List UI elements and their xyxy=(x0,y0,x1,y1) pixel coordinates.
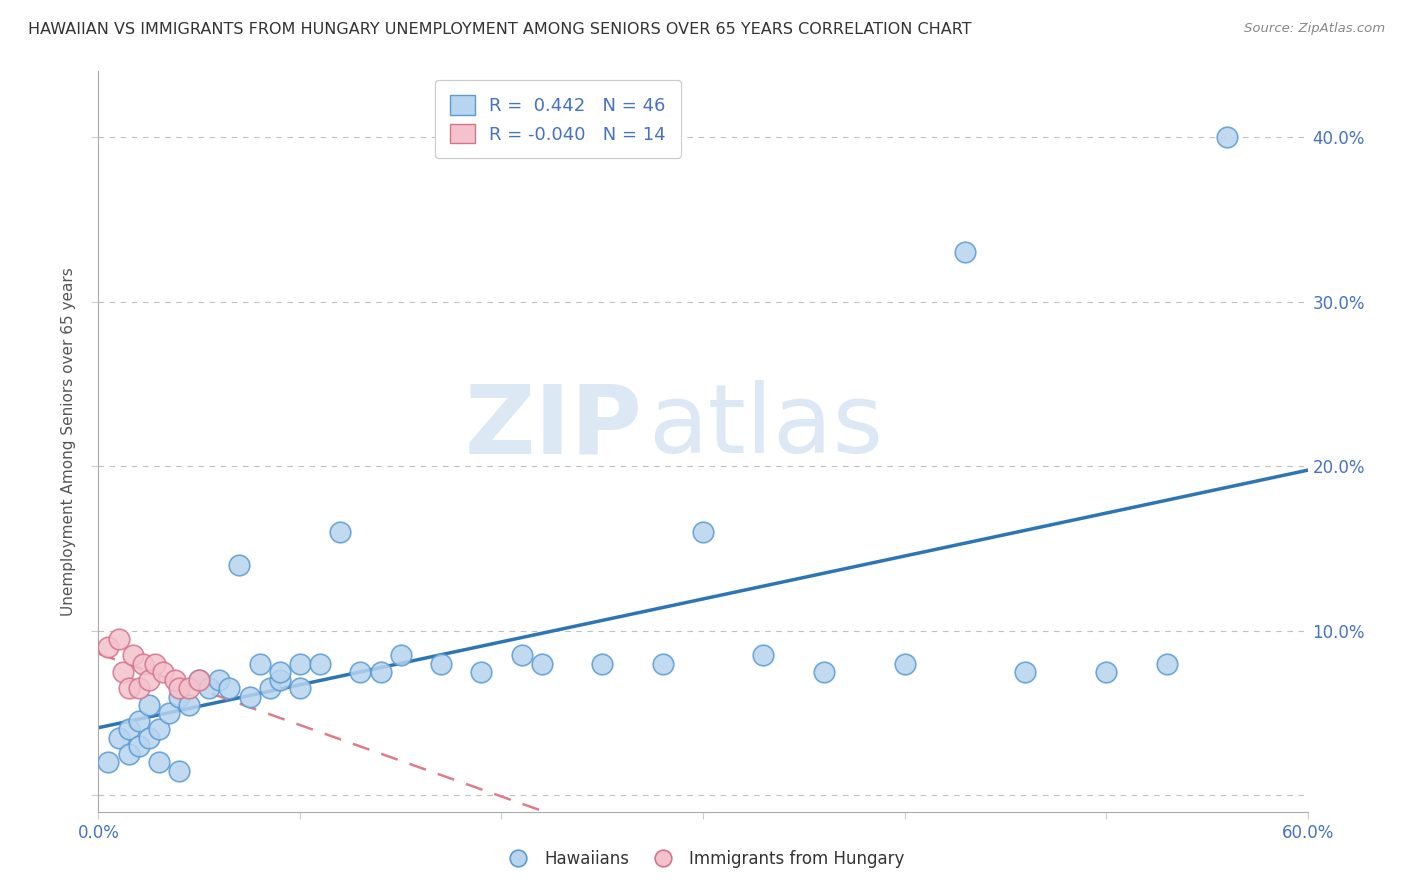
Text: ZIP: ZIP xyxy=(464,380,643,474)
Point xyxy=(389,648,412,663)
Point xyxy=(370,665,392,679)
Point xyxy=(128,714,150,729)
Point xyxy=(152,665,174,679)
Point xyxy=(692,524,714,539)
Point xyxy=(179,698,201,712)
Point xyxy=(470,665,492,679)
Point xyxy=(143,657,166,671)
Point xyxy=(239,690,262,704)
Point xyxy=(218,681,240,696)
Point xyxy=(128,681,150,696)
Point xyxy=(179,681,201,696)
Point xyxy=(329,524,352,539)
Point xyxy=(651,657,673,671)
Point xyxy=(128,739,150,753)
Point xyxy=(157,706,180,720)
Legend: Hawaiians, Immigrants from Hungary: Hawaiians, Immigrants from Hungary xyxy=(495,844,911,875)
Point xyxy=(188,673,211,687)
Point xyxy=(138,698,160,712)
Point xyxy=(148,723,170,737)
Point xyxy=(228,558,250,572)
Point xyxy=(430,657,453,671)
Point xyxy=(1216,130,1239,145)
Point xyxy=(138,731,160,745)
Point xyxy=(111,665,134,679)
Point xyxy=(118,681,141,696)
Point xyxy=(198,681,221,696)
Point xyxy=(107,632,129,646)
Point xyxy=(138,673,160,687)
Point xyxy=(107,731,129,745)
Point xyxy=(132,657,155,671)
Point xyxy=(1095,665,1118,679)
Point xyxy=(97,640,120,655)
Text: atlas: atlas xyxy=(648,380,884,474)
Point xyxy=(309,657,332,671)
Point xyxy=(148,756,170,770)
Point xyxy=(121,648,143,663)
Point xyxy=(530,657,553,671)
Point xyxy=(259,681,281,696)
Point xyxy=(288,657,311,671)
Point xyxy=(118,723,141,737)
Point xyxy=(349,665,371,679)
Point xyxy=(167,764,190,778)
Point xyxy=(269,665,291,679)
Text: Source: ZipAtlas.com: Source: ZipAtlas.com xyxy=(1244,22,1385,36)
Point xyxy=(208,673,231,687)
Point xyxy=(1156,657,1178,671)
Text: HAWAIIAN VS IMMIGRANTS FROM HUNGARY UNEMPLOYMENT AMONG SENIORS OVER 65 YEARS COR: HAWAIIAN VS IMMIGRANTS FROM HUNGARY UNEM… xyxy=(28,22,972,37)
Point xyxy=(167,681,190,696)
Point xyxy=(269,673,291,687)
Point xyxy=(118,747,141,761)
Legend: R =  0.442   N = 46, R = -0.040   N = 14: R = 0.442 N = 46, R = -0.040 N = 14 xyxy=(436,80,681,158)
Y-axis label: Unemployment Among Seniors over 65 years: Unemployment Among Seniors over 65 years xyxy=(60,268,76,615)
Point xyxy=(591,657,613,671)
Point xyxy=(249,657,271,671)
Point xyxy=(188,673,211,687)
Point xyxy=(1014,665,1036,679)
Point xyxy=(288,681,311,696)
Point xyxy=(813,665,835,679)
Point xyxy=(167,690,190,704)
Point xyxy=(163,673,186,687)
Point xyxy=(752,648,775,663)
Point xyxy=(893,657,915,671)
Point xyxy=(953,245,976,260)
Point xyxy=(510,648,533,663)
Point xyxy=(97,756,120,770)
